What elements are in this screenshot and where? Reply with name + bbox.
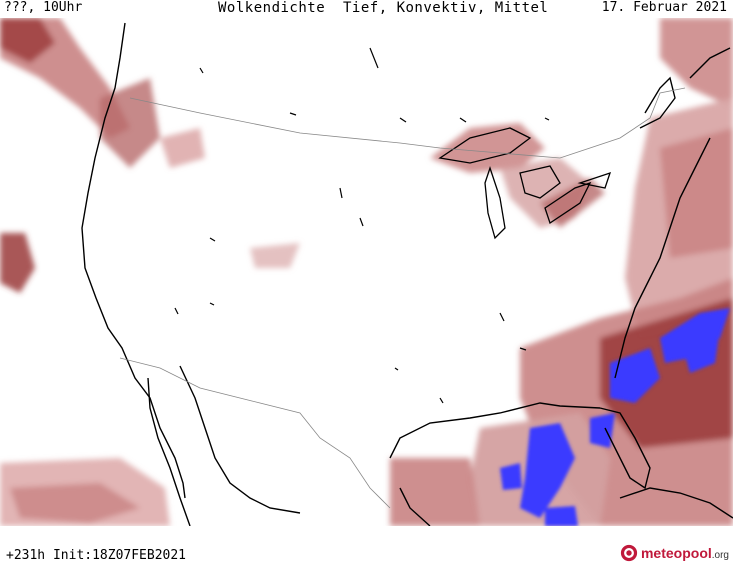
convective-layer xyxy=(500,308,730,526)
coastlines xyxy=(81,22,733,527)
forecast-date: 17. Februar 2021 xyxy=(601,0,727,15)
forecast-time-label: ???, 10Uhr xyxy=(4,0,83,15)
brand-main: meteopool xyxy=(640,545,712,561)
meteopool-logo-icon xyxy=(620,544,638,562)
weather-map-svg xyxy=(0,18,733,527)
great-lakes xyxy=(438,127,612,240)
inland-water-features xyxy=(174,47,550,404)
national-borders xyxy=(119,87,686,509)
model-run-info: +231h Init:18Z07FEB2021 xyxy=(6,548,187,563)
map-title: Wolkendichte Tief, Konvektiv, Mittel xyxy=(218,0,549,16)
weather-map xyxy=(0,18,733,527)
meteopool-brand[interactable]: meteopool.org xyxy=(620,544,729,562)
brand-name: meteopool.org xyxy=(641,545,729,561)
brand-tld: .org xyxy=(711,550,729,561)
cloud-density-layer xyxy=(0,18,733,526)
map-footer: +231h Init:18Z07FEB2021 meteopool.org xyxy=(0,526,733,566)
